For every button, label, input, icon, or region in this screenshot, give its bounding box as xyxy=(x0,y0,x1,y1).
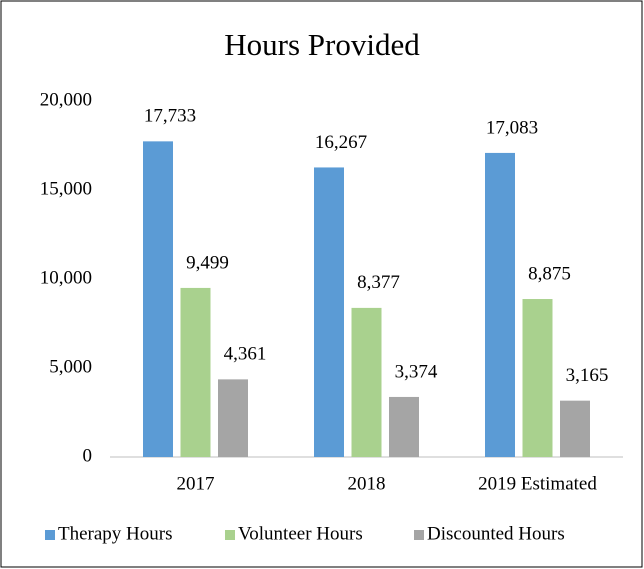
bar xyxy=(389,396,419,457)
value-label: 16,267 xyxy=(315,132,367,153)
x-tick-label: 2019 Estimated xyxy=(478,473,597,494)
legend-label: Therapy Hours xyxy=(58,523,173,544)
value-label: 17,083 xyxy=(486,117,538,138)
x-tick-label: 2017 xyxy=(177,473,215,494)
value-label: 3,165 xyxy=(566,365,609,386)
legend-label: Volunteer Hours xyxy=(238,523,363,544)
value-label: 3,374 xyxy=(395,361,438,382)
value-label: 8,377 xyxy=(357,272,400,293)
legend-swatch xyxy=(414,530,424,540)
chart-title: Hours Provided xyxy=(224,27,420,62)
x-tick-label: 2018 xyxy=(348,473,386,494)
value-label: 4,361 xyxy=(224,344,267,365)
value-label: 8,875 xyxy=(528,263,571,284)
y-tick-label: 0 xyxy=(83,445,93,466)
bar xyxy=(218,379,248,457)
bar xyxy=(143,141,173,457)
bar xyxy=(560,400,590,457)
bar xyxy=(351,307,382,457)
y-tick-label: 20,000 xyxy=(40,89,92,110)
y-tick-label: 5,000 xyxy=(49,356,92,377)
y-tick-label: 15,000 xyxy=(40,178,92,199)
legend-swatch xyxy=(45,530,55,540)
value-label: 17,733 xyxy=(144,106,196,127)
legend-label: Discounted Hours xyxy=(427,523,565,544)
value-label: 9,499 xyxy=(186,252,229,273)
bar xyxy=(522,299,553,457)
bar xyxy=(485,152,515,457)
bar xyxy=(314,167,344,458)
bar xyxy=(180,287,211,457)
legend-swatch xyxy=(225,530,235,540)
y-tick-label: 10,000 xyxy=(40,267,92,288)
